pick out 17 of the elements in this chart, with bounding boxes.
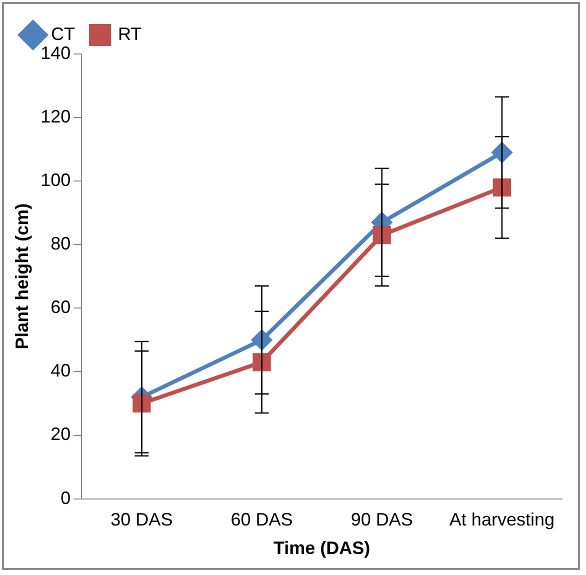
x-tick-label: 60 DAS (230, 510, 293, 530)
y-axis-title: Plant height (cm) (12, 203, 32, 350)
y-tick-label: 100 (40, 170, 71, 190)
legend-label: RT (118, 24, 142, 44)
y-tick-label: 20 (50, 424, 71, 444)
y-tick-label: 60 (50, 297, 71, 318)
x-tick-label: At harvesting (449, 510, 554, 530)
y-tick-label: 40 (50, 360, 71, 381)
y-tick-label: 120 (40, 106, 71, 127)
x-tick-label: 30 DAS (110, 510, 173, 530)
x-axis-title: Time (DAS) (273, 538, 370, 558)
y-tick-label: 0 (60, 488, 71, 508)
legend-label: CT (51, 24, 75, 44)
y-tick-label: 140 (40, 42, 71, 63)
x-tick-label: 90 DAS (350, 510, 413, 530)
y-tick-label: 80 (50, 234, 71, 254)
point (492, 178, 512, 197)
